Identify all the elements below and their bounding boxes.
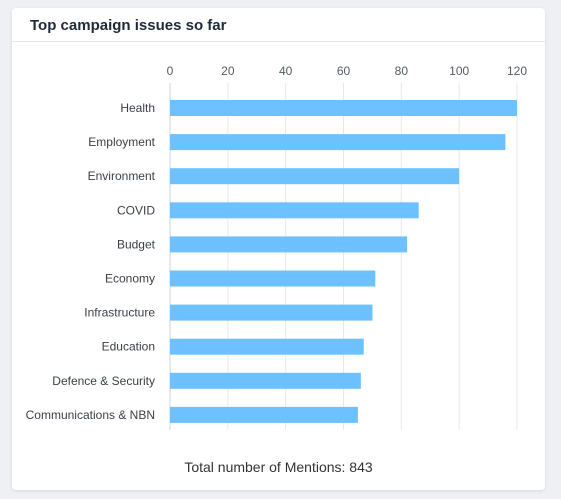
x-axis-ticks: 0 20 40 60 80 100 120 — [167, 64, 528, 78]
x-tick-label: 120 — [507, 64, 527, 78]
category-label: Defence & Security — [52, 374, 155, 388]
bar[interactable] — [170, 168, 460, 185]
bar[interactable] — [170, 202, 419, 219]
category-label: Communications & NBN — [26, 408, 155, 422]
category-label: Education — [102, 340, 155, 354]
bar[interactable] — [170, 304, 373, 321]
card-title: Top campaign issues so far — [30, 17, 227, 34]
chart-card: Top campaign issues so far 0 20 40 60 80 100 1… — [12, 8, 545, 490]
category-label: Economy — [105, 272, 155, 286]
x-tick-label: 80 — [395, 64, 409, 78]
category-label: Budget — [117, 237, 156, 251]
total-mentions: Total number of Mentions: 843 — [184, 459, 373, 475]
category-label: Employment — [88, 135, 155, 149]
card-header: Top campaign issues so far — [12, 8, 545, 42]
category-label: Health — [120, 101, 155, 115]
bar[interactable] — [170, 406, 358, 423]
bar[interactable] — [170, 100, 517, 116]
bar-chart: 0 20 40 60 80 100 120 Health Employment Environm… — [26, 64, 528, 430]
category-labels: Health Employment Environment COVID Budget Ec… — [26, 101, 156, 422]
category-label: Infrastructure — [84, 306, 155, 320]
category-label: Environment — [88, 169, 156, 183]
x-tick-label: 0 — [167, 64, 174, 78]
bar[interactable] — [170, 236, 408, 253]
bar[interactable] — [170, 270, 376, 287]
bars — [170, 100, 517, 423]
category-label: COVID — [117, 203, 155, 217]
bar[interactable] — [170, 134, 506, 151]
bar[interactable] — [170, 372, 361, 389]
bar[interactable] — [170, 338, 364, 355]
x-tick-label: 60 — [337, 64, 351, 78]
x-tick-label: 40 — [279, 64, 293, 78]
x-tick-label: 100 — [449, 64, 469, 78]
x-tick-label: 20 — [221, 64, 235, 78]
